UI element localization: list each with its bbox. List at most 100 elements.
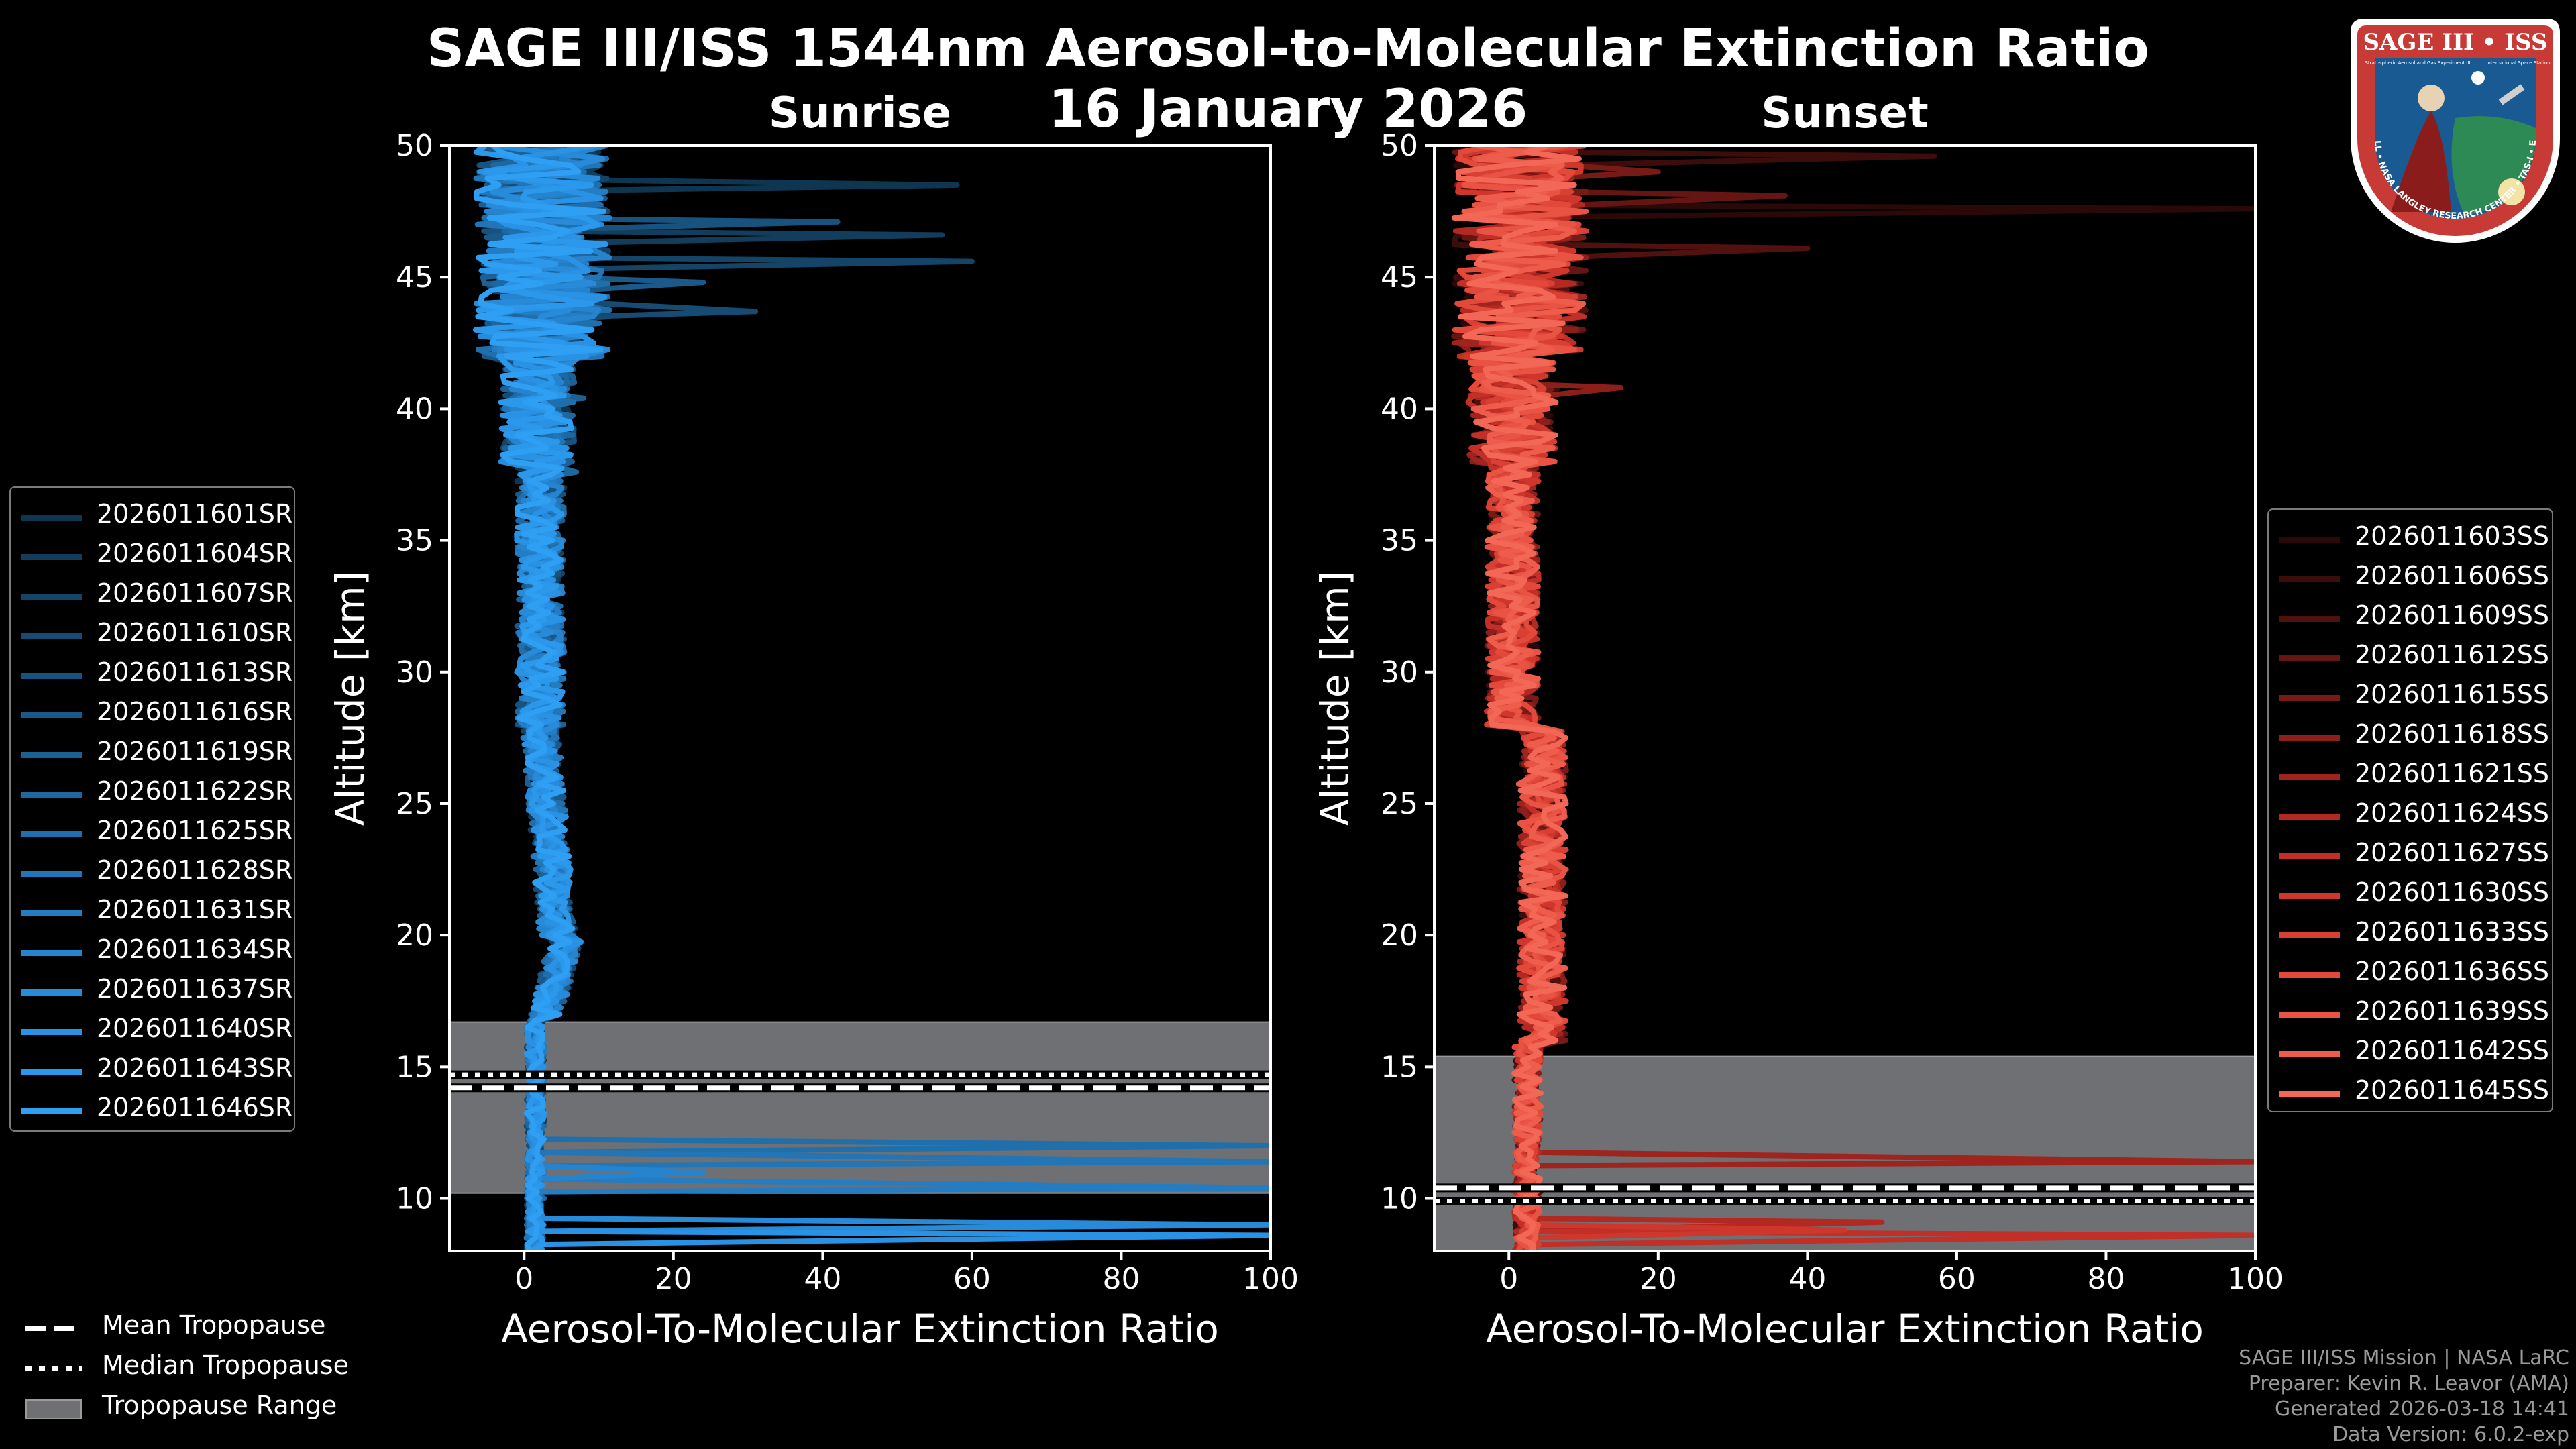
figure-title: SAGE III/ISS 1544nm Aerosol-to-Molecular… [427,19,2149,79]
figure-date: 16 January 2026 [1048,79,1528,140]
sunset-ytick-label-45: 45 [1381,260,1418,294]
sunrise-xtick-label-0: 0 [515,1262,533,1296]
footer-line-version: Data Version: 6.0.2-exp [2332,1423,2569,1446]
sunset-ylabel: Altitude [km] [1312,571,1358,826]
logo-subtitle-text: Stratospheric Aerosol and Gas Experiment… [2365,60,2470,66]
tropopause-legend: Mean Tropopause Median Tropopause Tropopau… [9,1308,385,1436]
logo-figure-icon [2391,111,2451,212]
sunset-legend-label: 2026011609SS [2355,600,2550,630]
sunset-profile-2026011642SS [1461,146,1587,1251]
sunset-xtick-label-100: 100 [2227,1262,2284,1296]
sunset-xtick-label-80: 80 [2087,1262,2125,1296]
sunrise-axes-frame [448,144,1272,1252]
sunset-panel-title: Sunset [1761,89,1929,138]
sunset-legend-label: 2026011645SS [2355,1075,2550,1105]
sunrise-legend-label: 2026011622SR [97,776,293,806]
sunrise-legend-label: 2026011646SR [97,1093,293,1122]
sunrise-legend-swatch [21,752,82,758]
sunset-legend-swatch [2279,774,2340,780]
sunrise-legend-label: 2026011619SR [97,737,293,766]
sunrise-plot-area [449,146,1271,1251]
sunrise-legend-swatch [21,831,82,837]
sunrise-ytick-label-10: 10 [396,1182,433,1216]
sunrise-legend-label: 2026011625SR [97,816,293,845]
sunrise-legend-label: 2026011613SR [97,657,293,687]
sunrise-ytick-label-25: 25 [396,787,433,821]
sunset-plot-area [1434,146,2255,1251]
sunrise-legend-label: 2026011631SR [97,895,293,924]
sunset-xlabel: Aerosol-To-Molecular Extinction Ratio [1486,1306,2204,1352]
sunrise-legend-swatch [21,673,82,679]
sunrise-legend-swatch [21,871,82,877]
sunrise-legend-label: 2026011607SR [97,578,293,608]
sunset-legend-swatch [2279,932,2340,938]
sunset-plot: 0 20 40 60 80 100 10 15 20 25 30 35 40 45 50 Aerosol-To… [1312,129,2284,1352]
sunset-legend-swatch [2279,695,2340,701]
sunrise-legend-swatch [21,1108,82,1114]
sunset-xtick-label-20: 20 [1640,1262,1677,1296]
sunrise-legend-label: 2026011610SR [97,618,293,647]
sunrise-ytick-label-40: 40 [396,392,433,426]
sunset-ytick-label-30: 30 [1381,655,1418,690]
sunset-legend-swatch [2279,616,2340,622]
sunset-legend-swatch [2279,735,2340,741]
sunrise-legend-swatch [21,594,82,600]
sunset-ytick-label-20: 20 [1381,918,1418,953]
footer-line-generated: Generated 2026-03-18 14:41 [2274,1397,2569,1421]
tropopause-legend-item: Mean Tropopause [9,1308,385,1348]
sunrise-legend-label: 2026011637SR [97,974,293,1004]
sunset-legend: 2026011603SS 2026011606SS 2026011609SS 2026… [2267,508,2553,1112]
tropopause-legend-label: Median Tropopause [102,1350,349,1380]
sunset-legend-label: 2026011615SS [2355,680,2550,709]
sunrise-ytick-label-30: 30 [396,655,433,690]
sunset-profile-2026011645SS [1451,146,1582,1251]
sunset-ytick-label-15: 15 [1381,1050,1418,1084]
sunrise-ytick-label-20: 20 [396,918,433,953]
tropopause-legend-swatch-dashed [25,1326,82,1331]
tropopause-legend-swatch-dotted [25,1366,82,1371]
sunrise-xtick-label-80: 80 [1102,1262,1140,1296]
sunset-legend-label: 2026011606SS [2355,561,2550,590]
sunset-legend-label: 2026011630SS [2355,877,2550,907]
sunset-legend-swatch [2279,537,2340,543]
sunset-legend-label: 2026011624SS [2355,798,2550,828]
sunrise-panel-title: Sunrise [768,89,952,138]
sunset-legend-label: 2026011603SS [2355,521,2550,551]
tropopause-legend-label: Tropopause Range [102,1391,337,1420]
sunrise-legend: 2026011601SR 2026011604SR 2026011607SR 2026… [9,486,295,1132]
sunrise-legend-label: 2026011628SR [97,855,293,885]
sunrise-xtick-label-20: 20 [655,1262,692,1296]
sunset-ytick-label-25: 25 [1381,787,1418,821]
sunset-legend-swatch [2279,814,2340,820]
sunrise-legend-label: 2026011643SR [97,1053,293,1083]
footer-line-mission: SAGE III/ISS Mission | NASA LaRC [2239,1346,2569,1370]
sunrise-ytick-label-15: 15 [396,1050,433,1084]
sunrise-legend-swatch [21,712,82,718]
tropopause-legend-item: Median Tropopause [9,1348,385,1389]
sunset-ytick-label-40: 40 [1381,392,1418,426]
sunset-legend-swatch [2279,972,2340,978]
sunrise-plot: 0 20 40 60 80 100 10 15 20 25 30 35 40 45 50 Aerosol-To… [327,129,1299,1352]
sunset-legend-label: 2026011612SS [2355,640,2550,669]
logo-title-text: SAGE III • ISS [2363,29,2547,56]
sunset-legend-swatch [2279,1091,2340,1097]
sunset-legend-swatch [2279,853,2340,859]
sunrise-legend-swatch [21,1029,82,1035]
tropopause-legend-swatch-fill [25,1399,82,1419]
sunrise-xtick-label-40: 40 [804,1262,841,1296]
sunrise-legend-swatch [21,989,82,996]
logo-sun-icon [2471,71,2485,85]
sunrise-legend-label: 2026011601SR [97,499,293,529]
logo-earth-icon [2451,116,2536,215]
sunrise-legend-label: 2026011640SR [97,1014,293,1043]
tropopause-legend-label: Mean Tropopause [102,1310,326,1340]
sunset-legend-label: 2026011618SS [2355,719,2550,749]
sunrise-legend-label: 2026011616SR [97,697,293,727]
tropopause-legend-item: Tropopause Range [9,1389,385,1429]
sunset-axes-frame [1433,144,2257,1252]
sunset-xtick-label-60: 60 [1938,1262,1976,1296]
sunset-legend-label: 2026011639SS [2355,996,2550,1026]
sunrise-legend-swatch [21,515,82,521]
sunset-legend-swatch [2279,893,2340,899]
